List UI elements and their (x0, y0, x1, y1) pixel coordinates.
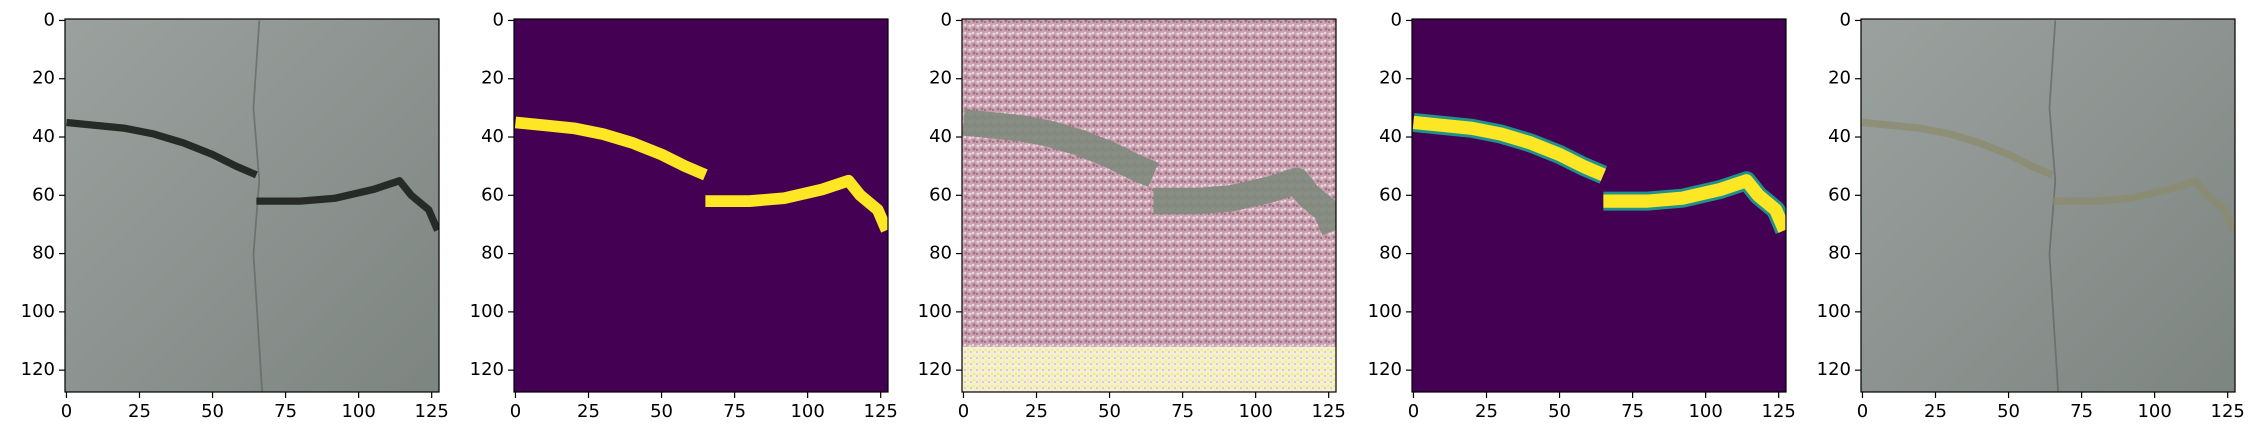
x-tick-label: 50 (650, 401, 673, 422)
x-tick-label: 75 (274, 401, 297, 422)
axes-frame (513, 18, 889, 393)
crack (514, 116, 708, 181)
x-tick-label: 100 (790, 401, 824, 422)
y-tick-label: 60 (32, 184, 55, 205)
image-panel (962, 19, 1336, 392)
x-tick-label: 125 (1312, 401, 1346, 422)
y-tick-label: 120 (1368, 359, 1402, 380)
y-tick-label: 20 (32, 68, 55, 89)
image-panel (514, 19, 888, 392)
x-tick-label: 125 (864, 401, 898, 422)
y-tick-label: 80 (1379, 243, 1402, 264)
hairline-crack (2048, 20, 2060, 392)
y-tick-label: 80 (1828, 243, 1851, 264)
x-tick-label: 50 (1548, 401, 1571, 422)
y-tick-label: 40 (1828, 126, 1851, 147)
x-tick-label: 0 (510, 401, 521, 422)
x-tick-label: 100 (1238, 401, 1272, 422)
y-tick-label: 20 (1828, 68, 1851, 89)
image-background (514, 19, 888, 392)
y-tick-label: 120 (1817, 359, 1851, 380)
image-panel (1412, 19, 1786, 392)
x-tick-label: 0 (1857, 401, 1868, 422)
x-tick-label: 100 (341, 401, 375, 422)
x-tick-label: 75 (723, 401, 746, 422)
crack (705, 174, 888, 233)
y-tick-label: 0 (1391, 9, 1402, 30)
x-tick-label: 0 (61, 401, 72, 422)
crack (2052, 177, 2235, 232)
y-tick-label: 100 (470, 301, 504, 322)
axes-frame (64, 18, 440, 393)
y-tick-label: 0 (1840, 9, 1851, 30)
y-tick-label: 80 (32, 243, 55, 264)
x-tick-label: 25 (128, 401, 151, 422)
y-tick-label: 40 (1379, 126, 1402, 147)
image-background (962, 19, 1336, 392)
x-tick-label: 0 (958, 401, 969, 422)
x-tick-label: 0 (1408, 401, 1419, 422)
y-tick-label: 0 (44, 9, 55, 30)
y-tick-label: 80 (929, 243, 952, 264)
x-tick-label: 25 (577, 401, 600, 422)
crack (1862, 118, 2054, 179)
y-tick-label: 100 (1368, 301, 1402, 322)
y-tick-label: 40 (32, 126, 55, 147)
x-tick-label: 125 (1762, 401, 1796, 422)
image-background (1861, 19, 2235, 392)
hairline-crack (252, 20, 264, 392)
y-tick-label: 20 (1379, 68, 1402, 89)
y-tick-label: 0 (493, 9, 504, 30)
x-tick-label: 125 (2211, 401, 2245, 422)
x-tick-label: 50 (1997, 401, 2020, 422)
image-panel (65, 19, 439, 392)
y-tick-label: 100 (1817, 301, 1851, 322)
y-tick-label: 60 (1828, 184, 1851, 205)
y-tick-label: 120 (470, 359, 504, 380)
crack (1603, 174, 1786, 233)
image-panel (1861, 19, 2235, 392)
y-tick-label: 60 (929, 184, 952, 205)
axes-frame (961, 18, 1337, 393)
image-background (1412, 19, 1786, 392)
y-tick-label: 60 (481, 184, 504, 205)
y-tick-label: 20 (929, 68, 952, 89)
crack (66, 118, 258, 179)
crack (1412, 115, 1606, 181)
y-tick-label: 120 (21, 359, 55, 380)
x-tick-label: 25 (1025, 401, 1048, 422)
y-tick-label: 80 (481, 243, 504, 264)
x-tick-label: 100 (1688, 401, 1722, 422)
crack (256, 177, 439, 232)
x-tick-label: 25 (1924, 401, 1947, 422)
x-tick-label: 125 (415, 401, 449, 422)
y-tick-label: 120 (918, 359, 952, 380)
crack (962, 109, 1159, 187)
y-tick-label: 100 (21, 301, 55, 322)
axes-frame (1411, 18, 1787, 393)
x-tick-label: 50 (201, 401, 224, 422)
x-tick-label: 100 (2137, 401, 2171, 422)
y-tick-label: 20 (481, 68, 504, 89)
x-tick-label: 50 (1098, 401, 1121, 422)
y-tick-label: 100 (918, 301, 952, 322)
bright-band (962, 346, 1336, 392)
y-tick-label: 40 (929, 126, 952, 147)
y-tick-label: 60 (1379, 184, 1402, 205)
crack (1153, 167, 1336, 236)
x-tick-label: 75 (1171, 401, 1194, 422)
x-tick-label: 75 (2070, 401, 2093, 422)
x-tick-label: 75 (1621, 401, 1644, 422)
image-background (65, 19, 439, 392)
y-tick-label: 40 (481, 126, 504, 147)
x-tick-label: 25 (1475, 401, 1498, 422)
y-tick-label: 0 (941, 9, 952, 30)
axes-frame (1860, 18, 2236, 393)
